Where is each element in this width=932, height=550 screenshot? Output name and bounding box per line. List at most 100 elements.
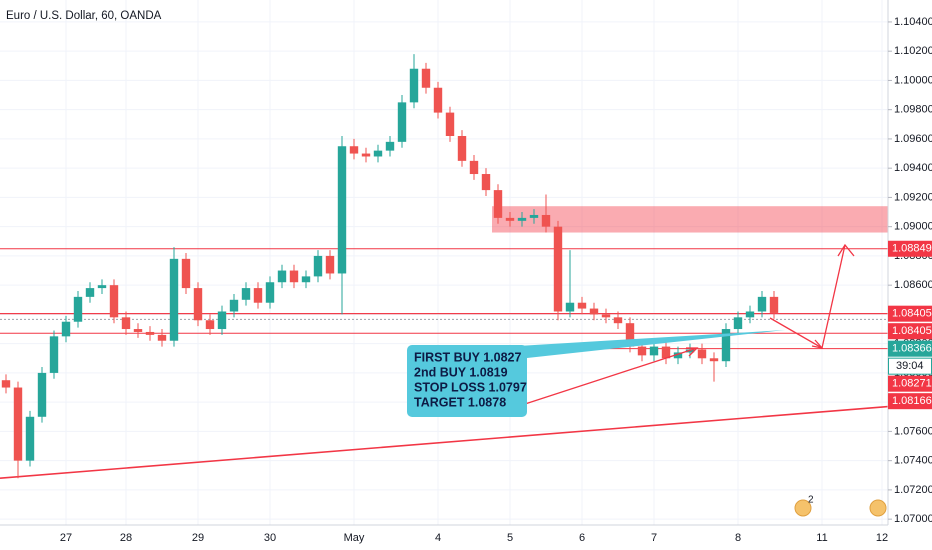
x-tick-label: 12 [876,532,888,544]
y-tick-label: 1.10400 [894,16,932,28]
candle-body [409,68,419,103]
candle-body [553,226,563,312]
event-icon [794,499,812,517]
candle-body [181,258,191,289]
y-tick-label: 1.07600 [894,425,932,437]
x-tick-label: 27 [60,532,72,544]
candle-body [529,214,539,218]
chart-title: Euro / U.S. Dollar, 60, OANDA [6,10,162,22]
y-tick-label: 1.07400 [894,455,932,467]
candle-body [385,141,395,151]
overlays: FIRST BUY 1.0827 2nd BUY 1.0819 STOP LOS… [407,243,887,517]
candle-body [37,372,47,417]
x-tick-label: 5 [507,532,513,544]
candle-body [241,288,251,300]
candle-body [253,288,263,303]
arrow-head [686,347,699,357]
candle-body [361,153,371,157]
y-tick-label: 1.10200 [894,45,932,57]
y-tick-label: 1.07000 [894,513,932,525]
price-label: 1.08405 [892,325,932,337]
candle-body [577,302,587,309]
candle-body [13,387,23,461]
candle-body [325,255,335,274]
price-label: 1.08849 [892,243,932,255]
candle-body [373,150,383,157]
x-tick-label: May [344,532,365,544]
candle-body [637,346,647,356]
candle-body [481,174,491,191]
price-label-box [888,305,932,322]
candle-body [589,308,599,315]
candle-body [397,102,407,142]
candle-body [1,380,11,388]
countdown: 39:04 [896,360,924,372]
candle-body [61,321,71,337]
candle-body [313,255,323,277]
annotation-line: STOP LOSS 1.0797 [414,380,527,394]
zone [492,206,888,233]
price-label: 1.08405 [892,308,932,320]
candle-body [541,214,551,227]
y-tick-label: 1.09800 [894,104,932,116]
price-label: 1.08366 [892,343,932,355]
candle-body [505,217,515,221]
y-tick-label: 1.09400 [894,162,932,174]
candle-body [661,346,671,359]
candle-body [193,288,203,321]
candle-body [733,317,743,330]
candle-body [121,317,131,330]
price-label-box [888,240,932,257]
price-label: 1.08271 [892,378,932,390]
candle-body [277,270,287,283]
price-label: 1.08166 [892,395,932,407]
x-tick-label: 29 [192,532,204,544]
candle-body [169,258,179,341]
candle-body [421,68,431,88]
event-icon [869,499,887,517]
candle-body [493,190,503,218]
candle-body [157,334,167,341]
arrow-head [837,243,855,257]
candle-body [625,323,635,347]
candle-body [349,146,359,154]
x-tick-label: 4 [435,532,441,544]
candle-body [601,314,611,318]
candle-body [145,331,155,335]
arrow [524,347,698,405]
candle-body [445,112,455,137]
candles [1,54,779,479]
candle-body [757,296,767,312]
y-tick-label: 1.09200 [894,191,932,203]
event-count: 2 [808,495,814,506]
candle-body [49,336,59,373]
candle-body [673,352,683,359]
x-tick-label: 30 [264,532,276,544]
callout-pointer [518,330,785,358]
candle-body [337,146,347,274]
candle-body [229,299,239,312]
arrow-head [811,339,824,350]
candle-body [769,296,779,313]
candle-body [649,346,659,356]
grid [0,0,888,525]
candle-body [265,282,275,303]
x-tick-label: 11 [816,532,827,544]
callout [407,345,527,417]
candle-body [133,329,143,332]
candle-body [73,296,83,322]
annotation-line: FIRST BUY 1.0827 [414,350,522,364]
axes: 1.070001.072001.074001.076001.078001.080… [60,16,932,544]
candle-body [685,349,695,353]
candle-body [457,136,467,161]
x-tick-label: 7 [651,532,657,544]
annotation-line: 2nd BUY 1.0819 [414,365,508,379]
price-label-box [888,375,932,392]
candle-body [205,320,215,330]
x-tick-label: 8 [735,532,741,544]
candle-body [613,317,623,324]
y-tick-label: 1.07200 [894,484,932,496]
candle-body [301,276,311,283]
candle-body [697,349,707,359]
